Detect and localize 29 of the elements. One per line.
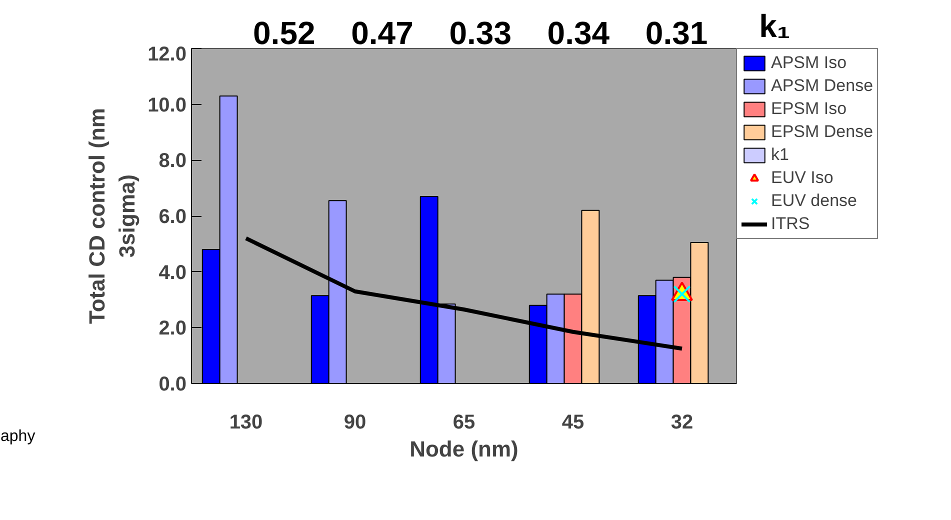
- legend-label: ITRS: [771, 214, 810, 234]
- annotation: 0.31: [645, 15, 708, 52]
- legend-label: k1: [771, 145, 790, 165]
- legend-label: EUV dense: [771, 191, 857, 211]
- legend-label: APSM Dense: [771, 76, 874, 96]
- x-axis-title: Node (nm): [410, 436, 518, 462]
- y-tick-label: 10.0: [148, 94, 187, 116]
- x-tick-label: 130: [229, 412, 263, 434]
- legend-label: EPSM Dense: [771, 122, 874, 142]
- y-tick-label: 2.0: [158, 318, 187, 340]
- x-tick-label: 90: [344, 412, 366, 434]
- annotation: 0.47: [351, 15, 414, 52]
- y-tick-label: 8.0: [158, 150, 187, 172]
- legend-label: APSM Iso: [771, 53, 847, 73]
- text: k₁: [759, 8, 790, 44]
- annotation: 0.52: [253, 15, 316, 52]
- legend-label: EUV Iso: [771, 168, 834, 188]
- x-tick-label: 45: [562, 412, 584, 434]
- y-tick-label: 0.0: [158, 374, 187, 396]
- x-tick-label: 32: [670, 412, 694, 434]
- y-axis-title: Total CD control (nm 3sigma): [84, 108, 140, 324]
- y-tick-label: 6.0: [158, 206, 187, 228]
- text: aphy: [0, 428, 36, 445]
- legend-label: EPSM Iso: [771, 99, 847, 119]
- y-tick-label: 4.0: [158, 262, 187, 284]
- annotation: 0.33: [449, 15, 512, 52]
- annotation: 0.34: [547, 15, 610, 52]
- y-tick-label: 12.0: [148, 44, 187, 66]
- x-tick-label: 65: [452, 412, 476, 434]
